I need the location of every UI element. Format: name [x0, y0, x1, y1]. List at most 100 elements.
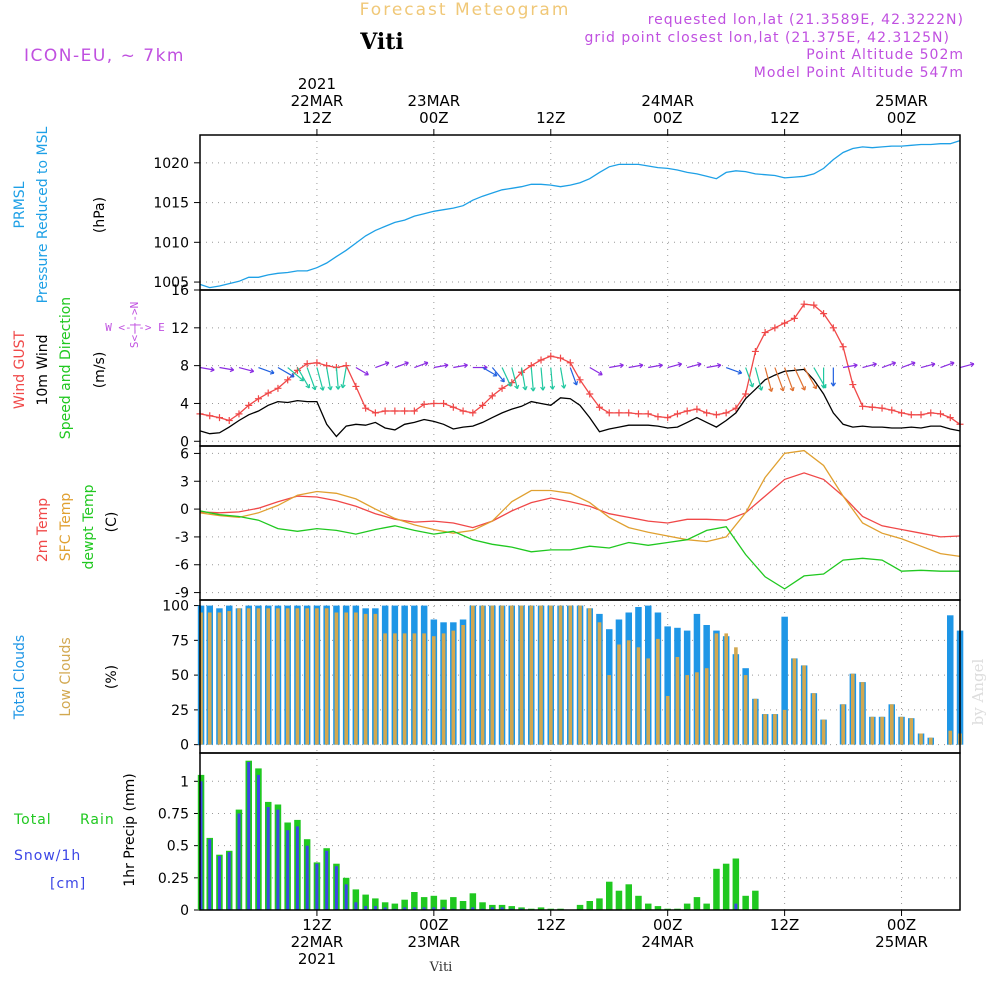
wind-arrow [491, 367, 505, 383]
snow-bar [734, 903, 738, 910]
low-cloud-bar [870, 716, 875, 745]
wind-arrow [920, 363, 936, 369]
label-wind-10m: 10m Wind [35, 334, 51, 405]
gust-marker [625, 409, 633, 417]
gust-marker [771, 324, 779, 332]
rain-bar [615, 890, 623, 910]
snow-bar [364, 906, 368, 910]
top-tick-label: 12Z [770, 109, 799, 127]
snow-bar [257, 774, 260, 910]
top-tick-label: 00Z [887, 109, 916, 127]
rain-bar [430, 895, 438, 910]
low-cloud-bar [285, 608, 290, 745]
rain-bar [401, 899, 408, 910]
y-tick-label: 4 [180, 396, 189, 412]
wind-arrow-head [573, 380, 579, 386]
gust-marker [673, 410, 681, 418]
bottom-tick-label: 00Z [887, 916, 916, 934]
wind-panel: 0 4 8 12 16 [171, 283, 975, 450]
wind-arrow [667, 363, 682, 369]
wind-arrow-head [514, 384, 520, 390]
label-temp-dew: dewpt Temp [81, 484, 97, 569]
gust-marker [254, 395, 262, 403]
low-cloud-bar [665, 696, 670, 745]
low-cloud-bar [802, 665, 806, 745]
low-cloud-bar [324, 608, 329, 745]
wind-arrow [725, 366, 742, 374]
low-cloud-bar [295, 608, 300, 745]
wind-arrow [648, 364, 663, 369]
low-cloud-bar [841, 704, 845, 745]
wind-arrow-head [779, 386, 785, 392]
wind-arrow-head [598, 370, 603, 376]
gust-marker [751, 347, 759, 355]
low-cloud-bar [568, 605, 573, 745]
gust-marker [362, 404, 370, 412]
low-cloud-bar [490, 605, 495, 745]
top-tick-label: 00Z [653, 109, 682, 127]
label-clouds-total: Total Clouds [12, 635, 28, 720]
wind-arrow-head [768, 387, 774, 393]
low-cloud-bar [217, 612, 222, 745]
wind-arrow-head [638, 362, 644, 369]
wind-arrow-head [658, 362, 663, 369]
wind-arrow [316, 367, 324, 391]
low-cloud-bar [441, 633, 446, 745]
wind-arrow-head [305, 383, 311, 389]
gust-marker [401, 407, 409, 415]
gust-marker [898, 409, 906, 417]
gust-marker [264, 389, 272, 397]
gust-marker [605, 409, 613, 417]
wind-arrow [609, 364, 624, 369]
wind-arrow [940, 362, 955, 369]
wind-arrow-head [444, 362, 449, 369]
gust-marker [790, 314, 798, 322]
snow-bar [227, 852, 231, 910]
total-cloud-bar [947, 615, 954, 745]
rain-bar [391, 903, 399, 910]
low-cloud-bar [393, 633, 397, 745]
rain-bar [703, 903, 710, 910]
snow-bar [334, 866, 338, 910]
model-altitude: Model Point Altitude 547m [754, 65, 964, 81]
rain-bar [645, 903, 652, 910]
bottom-tick-label: 12Z [302, 916, 331, 934]
rain-bar [722, 863, 730, 910]
gust-marker [440, 399, 448, 407]
rain-bar [742, 895, 749, 910]
low-cloud-bar [539, 605, 543, 745]
wind-arrow-head [522, 386, 528, 391]
label-clouds-unit: (%) [104, 665, 120, 689]
gust-marker [537, 356, 545, 364]
wind-arrow-head [269, 369, 275, 375]
gust-marker [868, 403, 876, 411]
wind-arrow [842, 364, 858, 369]
wind-arrow [238, 366, 254, 373]
wind-arrow [550, 367, 554, 390]
wind-arrow [774, 367, 784, 392]
low-cloud-bar [607, 675, 611, 745]
label-rain-rain: Rain [80, 812, 115, 828]
label-wind-dir: Speed and Direction [58, 297, 74, 439]
wind-arrow [530, 367, 534, 392]
wind-arrow [803, 367, 817, 390]
y-tick-label: 1020 [153, 156, 189, 172]
low-cloud-bar [646, 658, 650, 745]
low-cloud-bar [402, 633, 407, 745]
wind-arrow-head [530, 387, 536, 392]
wind-arrow [375, 362, 390, 369]
gust-marker [849, 381, 857, 389]
wind-arrow [754, 367, 763, 391]
rain-bar [537, 907, 545, 910]
y-tick-label: 3 [180, 474, 189, 490]
chart-title: Forecast Meteogram [360, 0, 571, 20]
snow-bar [237, 813, 241, 910]
gust-marker [449, 403, 457, 411]
y-tick-label: 25 [171, 703, 189, 719]
gust-marker [430, 399, 438, 407]
rain-bar [693, 897, 701, 910]
low-cloud-bar [812, 693, 816, 745]
wind-arrow-head [249, 368, 255, 374]
rain-bar [654, 906, 662, 910]
rain-bar [596, 898, 603, 910]
